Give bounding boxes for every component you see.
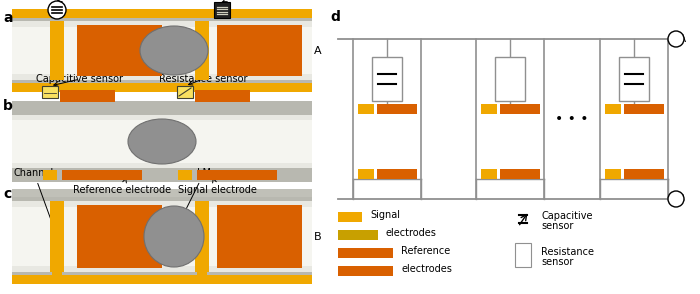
Bar xyxy=(60,90,115,102)
Bar xyxy=(605,169,620,179)
Ellipse shape xyxy=(140,26,208,75)
Bar xyxy=(12,115,312,168)
Bar xyxy=(495,57,525,101)
Bar xyxy=(77,205,162,268)
Bar xyxy=(377,104,416,114)
Bar xyxy=(12,9,312,18)
Text: electrodes: electrodes xyxy=(401,264,452,274)
Bar xyxy=(12,9,312,92)
Bar xyxy=(52,272,62,284)
Bar xyxy=(605,104,620,114)
Bar xyxy=(12,101,312,182)
Bar xyxy=(480,169,496,179)
Text: Capacitive: Capacitive xyxy=(541,211,592,221)
Text: sensor: sensor xyxy=(541,257,573,267)
Text: B: B xyxy=(678,194,685,204)
Bar xyxy=(500,104,540,114)
Bar xyxy=(338,266,393,276)
Bar xyxy=(217,205,302,268)
Bar xyxy=(77,25,162,76)
Bar xyxy=(195,21,209,80)
Bar xyxy=(338,212,362,222)
Bar xyxy=(12,27,312,74)
Text: Resistance sensor: Resistance sensor xyxy=(159,74,247,85)
Text: Reference: Reference xyxy=(401,246,450,256)
Text: A: A xyxy=(678,34,685,44)
Bar xyxy=(12,275,312,284)
Text: Resistance sensor: Resistance sensor xyxy=(197,0,286,2)
Circle shape xyxy=(668,191,684,207)
Text: Signal: Signal xyxy=(370,210,400,220)
Text: B: B xyxy=(314,231,321,241)
Text: Capacitive sensor: Capacitive sensor xyxy=(36,74,123,86)
Text: d: d xyxy=(330,10,340,24)
Text: sensor: sensor xyxy=(541,221,573,231)
Bar xyxy=(372,57,402,101)
Text: • • •: • • • xyxy=(555,112,589,126)
Bar xyxy=(624,169,664,179)
Bar xyxy=(43,170,57,180)
Ellipse shape xyxy=(144,206,204,267)
Bar xyxy=(12,21,312,80)
Bar xyxy=(50,21,64,80)
Bar xyxy=(12,83,312,92)
Bar xyxy=(50,201,64,272)
Bar xyxy=(358,169,374,179)
Bar xyxy=(178,170,192,180)
Circle shape xyxy=(668,31,684,47)
Text: b: b xyxy=(3,99,13,113)
Text: Signal electrode: Signal electrode xyxy=(178,179,256,195)
Bar xyxy=(214,2,230,18)
Bar xyxy=(480,104,496,114)
Bar xyxy=(197,272,207,284)
Bar xyxy=(195,201,209,272)
Bar xyxy=(12,189,312,284)
Bar xyxy=(338,230,378,240)
Bar xyxy=(377,169,416,179)
Text: Reference electrode: Reference electrode xyxy=(73,179,171,195)
Bar xyxy=(217,25,302,76)
Bar xyxy=(619,57,649,101)
Text: Resistance: Resistance xyxy=(541,247,594,257)
Bar xyxy=(42,86,58,98)
Bar xyxy=(197,170,277,180)
Text: LM: LM xyxy=(176,168,211,230)
Ellipse shape xyxy=(128,119,196,164)
Bar xyxy=(12,201,312,272)
Bar xyxy=(338,248,393,258)
Text: a: a xyxy=(3,11,13,25)
Bar xyxy=(515,243,531,267)
Bar xyxy=(12,120,312,163)
Bar xyxy=(624,104,664,114)
Bar xyxy=(62,170,142,180)
Text: A: A xyxy=(314,46,321,56)
Text: c: c xyxy=(3,187,11,201)
Bar xyxy=(12,189,312,197)
Bar xyxy=(195,90,250,102)
Text: electrodes: electrodes xyxy=(386,228,437,238)
Bar xyxy=(358,104,374,114)
Bar xyxy=(177,86,193,98)
Text: Channel: Channel xyxy=(14,168,56,233)
Circle shape xyxy=(48,1,66,19)
Bar xyxy=(12,207,312,266)
Bar xyxy=(500,169,540,179)
Text: Capacitive sensor: Capacitive sensor xyxy=(48,0,136,2)
